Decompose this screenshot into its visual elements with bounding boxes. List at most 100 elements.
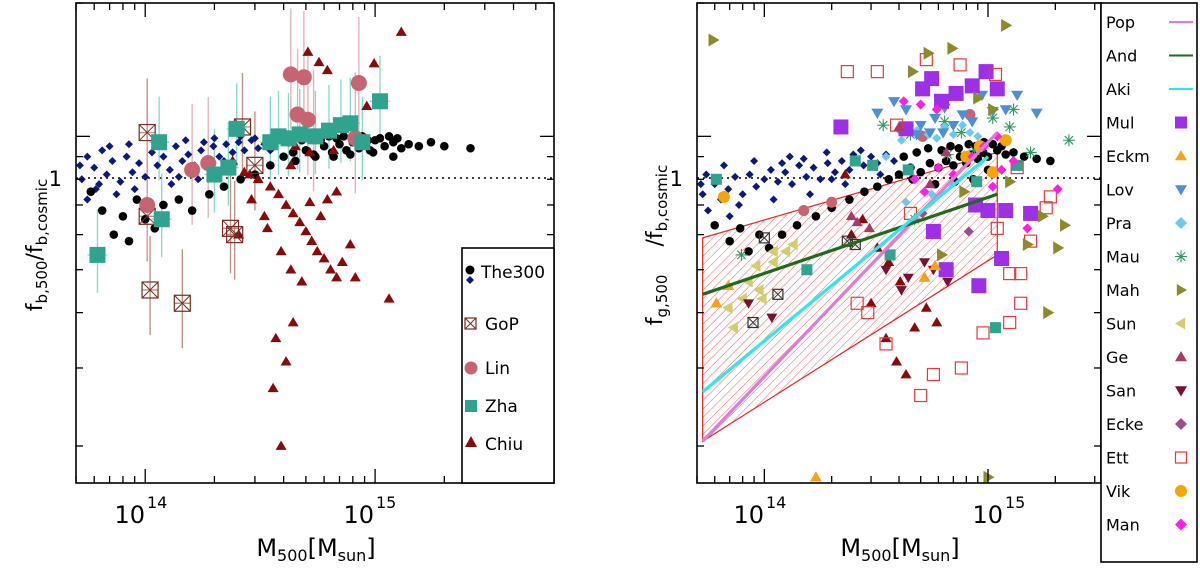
the300-diamond-point xyxy=(822,148,831,157)
chiu-point xyxy=(272,188,284,199)
chiu-point xyxy=(315,210,327,221)
the300-diamond-point xyxy=(725,212,734,221)
ett-point xyxy=(953,58,967,72)
the300-diamond-point xyxy=(781,168,790,177)
the300-diamond-point xyxy=(698,190,707,199)
mah-point xyxy=(1005,175,1017,189)
zha-point xyxy=(342,115,359,132)
zha-point xyxy=(291,126,308,143)
mah-point xyxy=(1043,306,1055,320)
lov-point xyxy=(888,97,901,108)
ett-point xyxy=(926,367,941,382)
chiu-point xyxy=(344,238,356,249)
sun-point xyxy=(756,292,767,305)
the300-diamond-point xyxy=(90,163,99,172)
right-xtick-exp-0: 14 xyxy=(766,493,786,512)
the300-diamond-point xyxy=(222,140,231,149)
chiu-point xyxy=(328,144,340,155)
chiu-point xyxy=(865,297,877,308)
the300-diamond-point xyxy=(890,156,899,165)
legend-label-san: San xyxy=(1106,382,1136,401)
sun-point xyxy=(767,245,778,258)
ett-point xyxy=(861,306,875,320)
the300-circle-point xyxy=(440,141,449,151)
the300-diamond-point xyxy=(116,177,125,186)
chiu-point xyxy=(331,186,343,196)
legend-label-sun: Sun xyxy=(1106,315,1136,334)
zha-point xyxy=(153,211,170,228)
lov-point xyxy=(900,105,913,116)
mul-point xyxy=(980,203,996,219)
chiu-point xyxy=(275,245,287,256)
legend-label-chiu: Chiu xyxy=(485,435,523,455)
the300-diamond-point xyxy=(194,175,203,184)
san-point xyxy=(880,265,892,276)
chiu-point xyxy=(300,225,312,236)
legend-label-ecke: Ecke xyxy=(1106,415,1143,434)
chiu-point xyxy=(252,173,264,184)
right-ticks xyxy=(696,2,1101,483)
man-point xyxy=(919,186,930,197)
the300-diamond-point xyxy=(159,152,168,161)
the300-circle-point xyxy=(845,195,854,204)
left-points xyxy=(76,8,475,450)
the300-circle-point xyxy=(265,161,275,170)
the300-diamond-point xyxy=(153,161,162,170)
the300-diamond-point xyxy=(837,156,846,165)
the300-diamond-point xyxy=(816,175,825,184)
lov-point xyxy=(910,130,923,141)
the300-diamond-point xyxy=(209,142,218,151)
left-y-axis-label: fb,500/fb,cosmic xyxy=(23,179,51,311)
mau-point xyxy=(938,115,951,128)
lin-point xyxy=(139,196,156,213)
the300-circle-point xyxy=(414,141,424,151)
chiu-point xyxy=(304,146,316,157)
zha-point xyxy=(220,159,237,176)
the300-diamond-point xyxy=(105,142,114,151)
and-fit-line xyxy=(702,192,998,296)
the300-circle-point xyxy=(279,152,288,161)
mau-point xyxy=(735,248,748,261)
chiu-point xyxy=(383,293,395,303)
legend-marker-sun xyxy=(1175,317,1186,330)
the300-diamond-point xyxy=(697,180,705,189)
the300-circle-point xyxy=(236,174,245,184)
the300-circle-point xyxy=(466,143,475,153)
chiu-point xyxy=(311,245,323,256)
aki-fit-line xyxy=(701,155,990,394)
mul-point xyxy=(948,85,964,101)
chiu-point xyxy=(285,264,297,274)
the300-circle-point xyxy=(925,158,935,168)
chiu-point xyxy=(258,210,270,221)
gop-point xyxy=(772,288,784,300)
the300-circle-point xyxy=(380,141,389,151)
legend-label-aki: Aki xyxy=(1106,80,1131,99)
the300-diamond-point xyxy=(215,152,224,161)
the300-circle-point xyxy=(735,224,745,233)
the300-circle-point xyxy=(345,150,355,159)
the300-diamond-point xyxy=(130,185,139,194)
chiu-point xyxy=(313,56,325,67)
ett-point xyxy=(954,361,968,375)
legend-label-zha: Zha xyxy=(485,397,518,417)
the300-diamond-point xyxy=(124,140,133,149)
chiu-point xyxy=(285,159,297,170)
the300-circle-point xyxy=(140,214,150,224)
the300-diamond-point xyxy=(766,165,775,174)
right-ytick-label: 1 xyxy=(670,167,683,191)
zha-point xyxy=(849,155,861,167)
the300-circle-point xyxy=(946,141,955,151)
mul-point xyxy=(938,262,954,278)
mul-point xyxy=(964,78,980,94)
legend-marker-mul xyxy=(1175,116,1187,129)
the300-diamond-point xyxy=(102,170,111,179)
legend-marker-the300-circle xyxy=(465,265,475,275)
left-panel: 1 10 14 10 15 M500[Msun] fb,500/fb,cosmi… xyxy=(23,2,555,565)
the300-diamond-point xyxy=(778,159,787,168)
the300-diamond-point xyxy=(83,152,92,161)
the300-diamond-point xyxy=(128,168,137,177)
eckm-point xyxy=(918,271,931,282)
chiu-point xyxy=(368,58,380,68)
the300-circle-point xyxy=(899,152,909,161)
mul-point xyxy=(978,64,994,80)
